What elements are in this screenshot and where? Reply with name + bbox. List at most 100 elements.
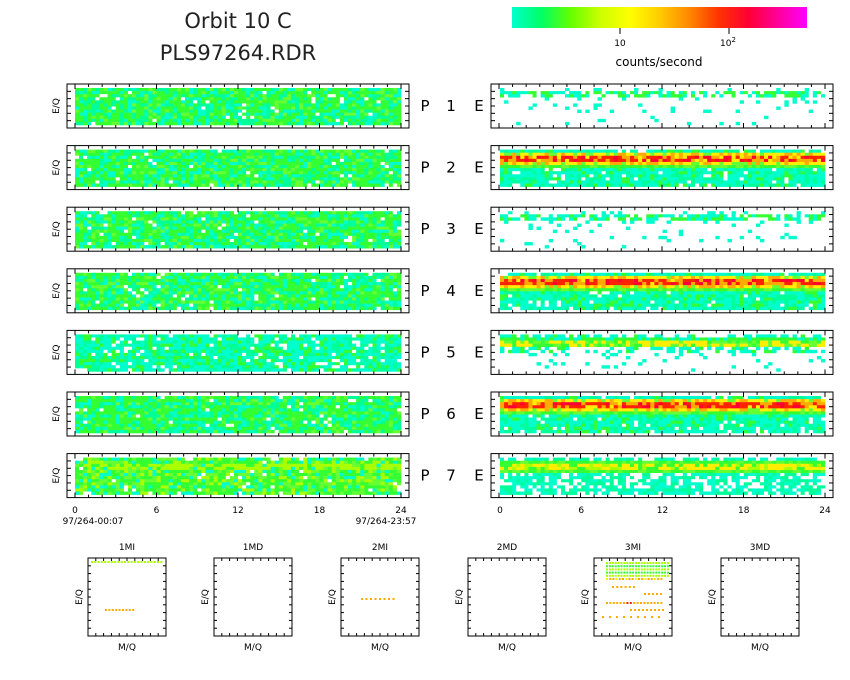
p-cell (352, 242, 357, 246)
p-cell (95, 223, 100, 227)
p-cell (233, 161, 239, 166)
p-cell (132, 285, 137, 289)
p-cell (201, 242, 206, 246)
e-cell (755, 94, 761, 98)
p-cell (197, 152, 202, 157)
p-cell (286, 106, 292, 110)
p-cell (303, 118, 308, 123)
p-cell (274, 165, 280, 169)
p-cell (250, 121, 255, 126)
p-cell (176, 232, 182, 237)
e-cell (776, 91, 781, 95)
colorbar-tick-10: 10 (614, 39, 626, 49)
p-cell (238, 242, 243, 246)
p-cell (274, 226, 280, 230)
p-cell (282, 100, 288, 104)
p-cell (83, 282, 88, 286)
p-cell (282, 214, 288, 218)
e-cell (800, 168, 805, 172)
e-cell (544, 161, 550, 166)
p-cell (127, 220, 133, 224)
p-cell (201, 285, 206, 289)
p-cell (91, 152, 96, 157)
p-cell (368, 220, 373, 224)
p-cell (242, 155, 247, 160)
p-cell (75, 226, 80, 230)
p-cell (364, 171, 369, 175)
p-cell (79, 220, 84, 224)
p-cell (160, 245, 165, 249)
p-cell (380, 118, 385, 123)
p-cell (392, 214, 398, 218)
p-cell (95, 297, 100, 301)
p-cell (323, 226, 328, 230)
p-cell (360, 97, 365, 101)
p-cell (286, 165, 292, 169)
p-cell (307, 174, 312, 178)
e-cell (577, 177, 582, 181)
p-cell (225, 149, 231, 153)
p-cell (270, 177, 275, 181)
p-cell (274, 161, 280, 166)
p-cell (327, 245, 333, 249)
p-cell (127, 149, 133, 153)
p-cell (107, 91, 112, 95)
p-cell (185, 278, 190, 283)
p-cell (119, 168, 125, 172)
e-cell (552, 229, 558, 234)
p-cell (201, 217, 206, 221)
e-cell (723, 214, 728, 218)
p-cell (99, 155, 104, 160)
p-cell (87, 165, 92, 169)
p-cell (388, 211, 394, 215)
p-cell (168, 245, 174, 249)
p-cell (197, 158, 202, 163)
p-cell (282, 158, 288, 163)
p-cell (205, 115, 210, 120)
p-cell (152, 177, 157, 181)
p-cell (299, 109, 304, 113)
e-cell (589, 171, 594, 175)
e-cell (816, 155, 822, 160)
p-cell (368, 223, 373, 227)
p-cell (270, 294, 275, 298)
e-cell (597, 161, 602, 166)
p-cell (295, 91, 300, 95)
p-cell (87, 100, 92, 104)
p-cell (197, 168, 202, 172)
p-cell (144, 171, 149, 175)
p-cell (238, 297, 243, 301)
e-cell (556, 94, 562, 98)
p-cell (160, 171, 165, 175)
p-cell (282, 306, 288, 311)
p-cell (376, 155, 381, 160)
p-cell (164, 272, 170, 277)
e-cell (577, 217, 582, 221)
p-cell (303, 278, 308, 283)
p-cell (352, 106, 357, 110)
e-cell (630, 165, 635, 169)
p-cell (180, 278, 186, 283)
p-cell (156, 288, 161, 292)
p-cell (75, 88, 80, 92)
p-cell (331, 223, 337, 227)
p-cell (193, 118, 198, 123)
e-cell (707, 171, 712, 175)
p-cell (339, 109, 345, 113)
p-cell (193, 306, 198, 311)
p-cell (376, 103, 381, 107)
p-cell (360, 112, 365, 117)
p-cell (274, 214, 280, 218)
p-cell (290, 238, 296, 243)
p-cell (282, 149, 288, 153)
p-cell (323, 223, 328, 227)
e-cell (662, 171, 667, 175)
p-cell (119, 171, 125, 175)
p-cell (380, 115, 385, 120)
p-cell (168, 303, 174, 308)
p-cell (209, 238, 214, 243)
p-cell (144, 242, 149, 246)
p-cell (83, 118, 88, 123)
p-cell (91, 285, 96, 289)
p-cell (348, 217, 353, 221)
